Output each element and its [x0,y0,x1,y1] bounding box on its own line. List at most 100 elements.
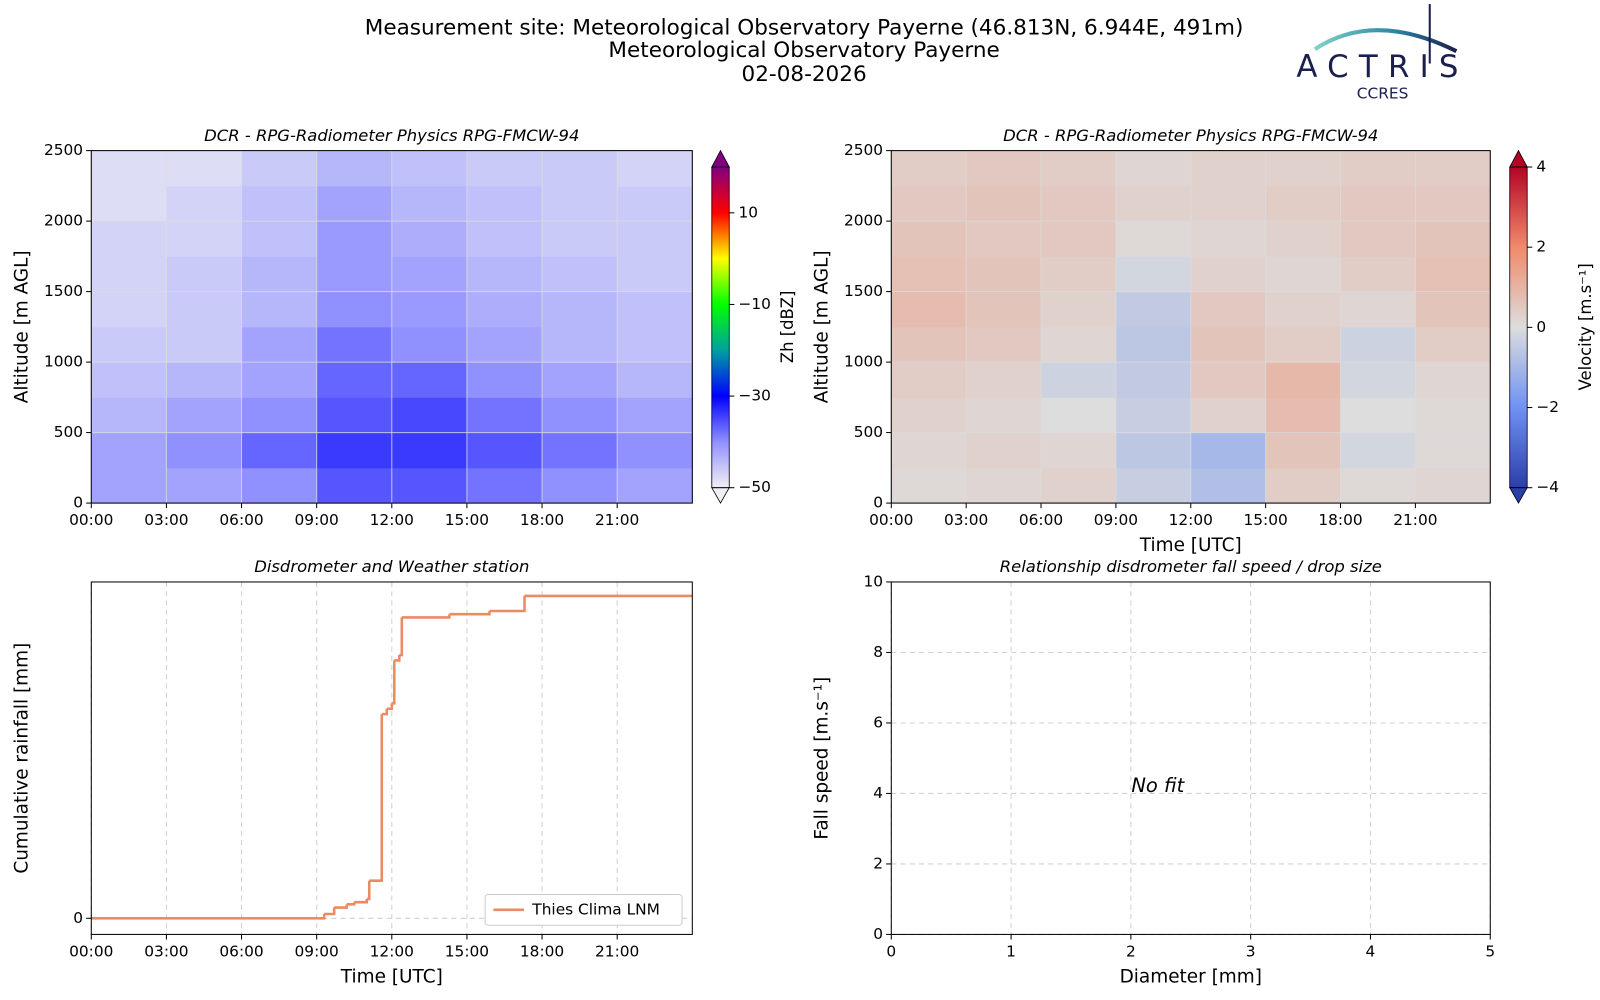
y-tick-label: 500 [854,423,883,441]
y-tick-label: 0 [873,925,883,943]
x-tick-label: 2 [1126,942,1136,960]
heatmap-cell [891,150,967,187]
x-tick-label: 12:00 [370,511,414,529]
step-segment [324,907,336,916]
heatmap-cell [1415,326,1491,363]
heatmap-cell [466,326,543,363]
heatmap-cell [542,150,618,187]
heatmap-cell [542,432,618,469]
heatmap-cell [241,291,318,328]
y-tick-label: 2500 [44,141,83,159]
heatmap-cell [1340,150,1416,187]
annotation: No fit [1131,774,1185,797]
heatmap-cell [1190,467,1267,504]
colorbar-frame [711,166,730,489]
heatmap-cell [391,397,468,434]
heatmap-cell [617,150,693,187]
heatmap-cell [1041,221,1117,257]
heatmap-cell [466,467,543,504]
x-tick-label: 09:00 [295,511,339,529]
y-axis-label: Altitude [m AGL] [12,250,33,403]
heatmap-cell [1265,326,1342,363]
heatmap-cell [391,221,468,257]
heatmap-cell [891,397,967,434]
y-tick-label: 1000 [44,353,83,371]
logo: ACTRIS CCRES [1296,4,1458,103]
heatmap-cell [466,150,543,187]
x-tick-label: 1 [1006,942,1016,960]
x-tick-label: 03:00 [944,511,988,529]
legend-label: Thies Clima LNM [531,900,660,918]
heatmap-cell [1115,291,1192,328]
heatmap-cell [241,326,318,363]
heatmap-cell [1115,432,1192,469]
x-tick-label: 18:00 [1318,511,1362,529]
step-segment [391,660,396,705]
y-tick-label: 1500 [844,282,883,300]
y-axis-label: Fall speed [m.s⁻¹] [812,677,833,840]
heatmap-cell [1041,467,1117,504]
heatmap-cell [1415,362,1491,398]
heatmap-cell [166,221,243,257]
colorbar-tick-label: −10 [738,295,770,313]
heatmap-cell [91,326,167,363]
heatmap-cell [1415,291,1491,328]
step-segment [381,708,389,716]
y-tick-label: 8 [873,643,883,661]
heatmap-cell [91,221,167,257]
header-subtitle: Meteorological Observatory Payerne [608,38,999,63]
heatmap-cell [391,291,468,328]
heatmap-cell [316,256,393,293]
chart-title: DCR - RPG-Radiometer Physics RPG-FMCW-94 [204,126,579,145]
step-segment [394,655,401,662]
x-tick-label: 09:00 [1094,511,1138,529]
colorbar-tick-label: 0 [1536,318,1546,336]
heatmap-cell [617,362,693,398]
heatmap-cell [166,362,243,398]
y-tick-label: 2500 [844,141,883,159]
heatmap-cell [316,467,393,504]
heatmap-cell [966,185,1042,222]
heatmap-cell [542,291,618,328]
heatmap-cell [891,467,967,504]
x-tick-label: 06:00 [1019,511,1063,529]
heatmap-cell [241,362,318,398]
heatmap-cell [1340,221,1416,257]
heatmap-cell [1415,467,1491,504]
y-tick-label: 2000 [44,212,83,230]
y-tick-label: 0 [73,909,83,927]
heatmap-cell [966,362,1042,398]
heatmap-cell [316,362,393,398]
heatmap-cell [391,150,468,187]
y-tick-label: 0 [73,494,83,512]
heatmap-cell [1415,432,1491,469]
heatmap-cell [166,291,243,328]
heatmap-cell [1415,150,1491,187]
heatmap-cell [466,362,543,398]
logo-subtitle: CCRES [1357,85,1409,103]
heatmap-cell [1415,256,1491,293]
heatmap-cell [1190,291,1267,328]
heatmap-cell [391,185,468,222]
y-axis-label: Altitude [m AGL] [812,250,833,403]
y-tick-label: 2 [873,854,883,872]
heatmap-cell [1190,256,1267,293]
x-tick-label: 3 [1246,942,1256,960]
heatmap-cell [617,291,693,328]
x-tick-label: 4 [1366,942,1376,960]
heatmap-cell [542,256,618,293]
heatmap-cell [1115,221,1192,257]
step-segment [449,610,491,616]
y-axis-label: Cumulative rainfall [mm] [12,643,33,874]
heatmap-cell [466,221,543,257]
heatmap-cell [1265,467,1342,504]
x-axis-label: Diameter [mm] [1120,966,1262,987]
heatmap-cell [966,221,1042,257]
heatmap-cell [542,467,618,504]
heatmap-cell [966,291,1042,328]
heatmap-cell [1340,291,1416,328]
header-date: 02-08-2026 [742,62,867,87]
heatmap-cell [166,467,243,504]
